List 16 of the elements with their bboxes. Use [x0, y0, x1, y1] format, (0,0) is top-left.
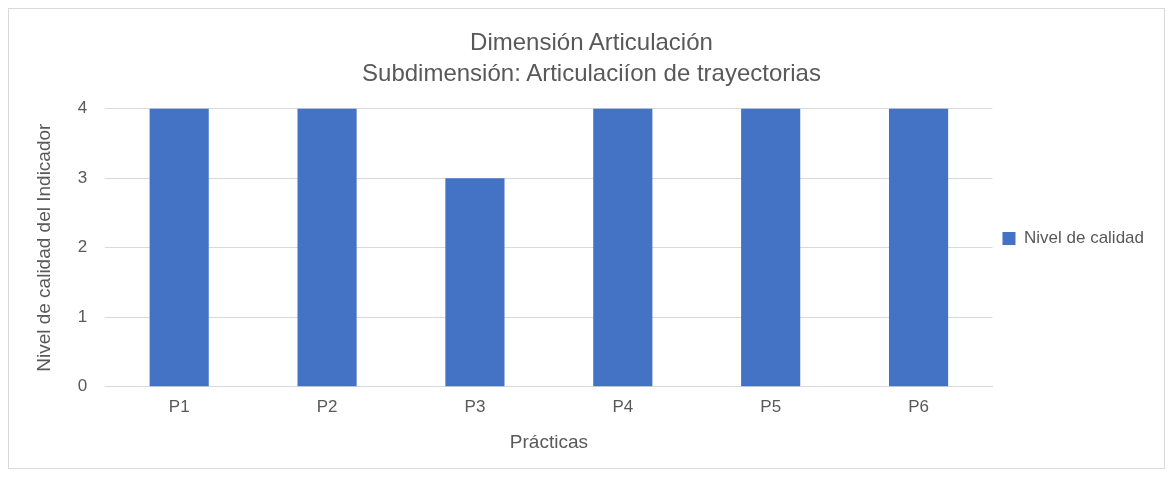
y-tick-label: 0 [77, 376, 88, 396]
y-tick-label: 2 [77, 237, 88, 257]
x-tick-label: P4 [612, 396, 634, 416]
y-tick-label: 1 [77, 306, 88, 326]
x-tick-label: P3 [464, 396, 486, 416]
y-tick-label: 4 [77, 98, 88, 118]
x-tick-label: P2 [316, 396, 338, 416]
x-tick-label: P5 [760, 396, 782, 416]
y-axis-title: Nivel de calidad del Indicador [32, 122, 54, 372]
chart-subtitle: Subdimensión: Articulaciíon de trayectorias [362, 58, 821, 86]
y-tick-label: 3 [77, 167, 88, 187]
legend-label: Nivel de calidad [1023, 228, 1144, 248]
chart-title: Dimensión Articulación [470, 28, 713, 56]
x-axis-title: Prácticas [509, 430, 588, 452]
x-tick-label: P6 [908, 396, 929, 416]
x-tick-label: P1 [168, 396, 190, 416]
